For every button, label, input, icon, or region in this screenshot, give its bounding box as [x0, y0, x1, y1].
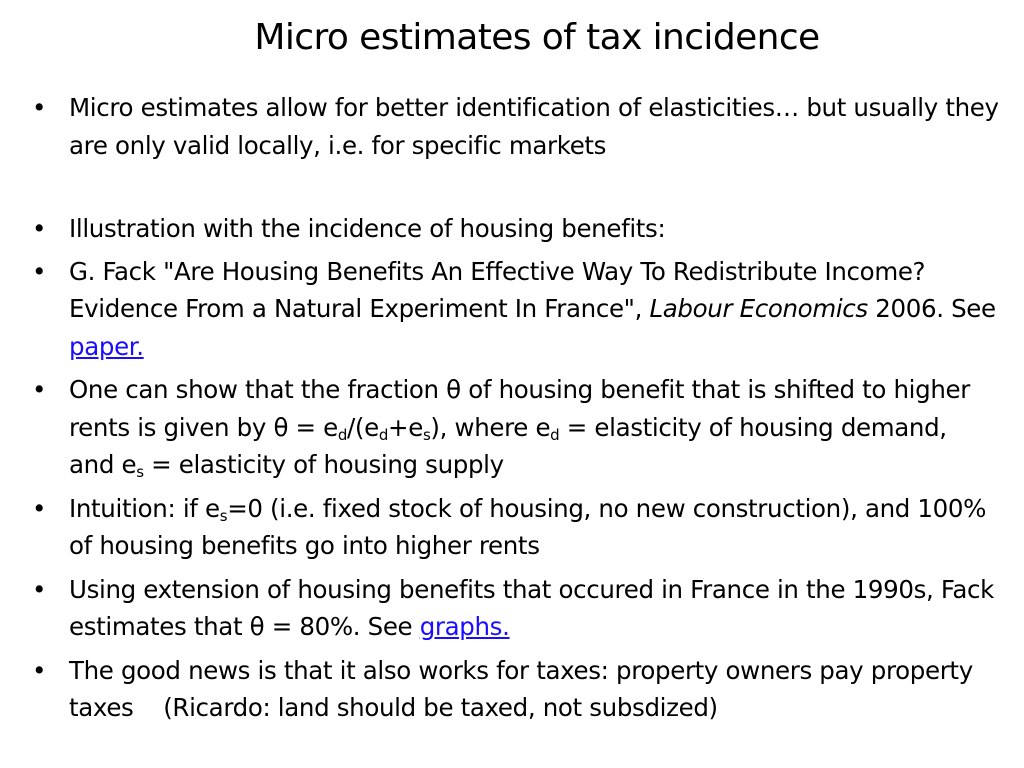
bullet-icon: •	[31, 214, 47, 243]
intuition-text-2: =0 (i.e. fixed stock of housing, no new …	[69, 493, 987, 561]
bullet-item-fack-reference: • G. Fack "Are Housing Benefits An Effect…	[32, 253, 999, 366]
journal-name: Labour Economics	[649, 294, 868, 323]
bullet-item-formula: • One can show that the fraction θ of hou…	[32, 371, 999, 484]
subscript-d: d	[550, 425, 560, 444]
formula-text-5: = elasticity of housing demand, and e	[69, 412, 947, 480]
bullet-item-estimates: • Using extension of housing benefits tha…	[32, 571, 999, 646]
bullet-item-intuition: • Intuition: if es=0 (i.e. fixed stock of…	[32, 490, 999, 565]
formula-text-4: ), where e	[430, 412, 551, 442]
reference-text: G. Fack "Are Housing Benefits An Effecti…	[69, 256, 926, 324]
paper-link[interactable]: paper.	[69, 331, 144, 361]
bullet-list: • Micro estimates allow for better ident…	[32, 89, 999, 733]
formula-text-2: /(e	[347, 412, 379, 442]
reference-year-text: 2006. See	[867, 294, 996, 323]
bullet-item-taxes: • The good news is that it also works fo…	[32, 652, 999, 727]
bullet-icon: •	[31, 93, 47, 122]
bullet-item-micro-estimates: • Micro estimates allow for better ident…	[32, 89, 999, 164]
intuition-text-1: Intuition: if e	[69, 493, 220, 523]
bullet-icon: •	[31, 256, 47, 286]
bullet-item-illustration: • Illustration with the incidence of hou…	[32, 210, 999, 248]
bullet-icon: •	[31, 493, 47, 523]
bullet-icon: •	[31, 574, 47, 604]
subscript-s: s	[219, 506, 228, 525]
subscript-s: s	[422, 425, 431, 444]
bullet-text: Illustration with the incidence of housi…	[69, 214, 666, 243]
slide-title: Micro estimates of tax incidence	[254, 17, 820, 58]
bullet-text: Micro estimates allow for better identif…	[69, 93, 999, 160]
subscript-s: s	[136, 463, 144, 481]
bullet-icon: •	[31, 375, 47, 404]
formula-text-1: One can show that the fraction θ of hous…	[69, 375, 970, 442]
bullet-text: The good news is that it also works for …	[69, 655, 981, 723]
formula-text-6: = elasticity of housing supply	[143, 450, 504, 479]
bullet-icon: •	[31, 655, 47, 685]
graphs-link[interactable]: graphs.	[419, 612, 510, 641]
estimates-text: Using extension of housing benefits that…	[69, 574, 994, 642]
formula-text-3: +e	[388, 412, 423, 442]
subscript-d: d	[378, 425, 389, 444]
subscript-d: d	[337, 425, 348, 444]
